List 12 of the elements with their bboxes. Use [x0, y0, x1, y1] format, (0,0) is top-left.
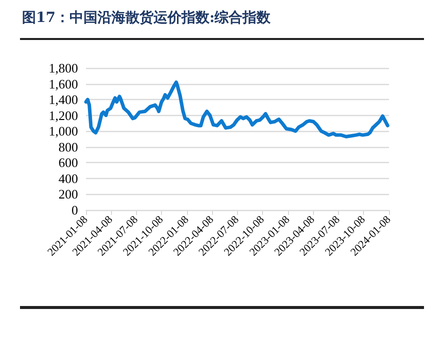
- y-tick-label: 0: [72, 202, 78, 218]
- chart-title: 图17：中国沿海散货运价指数:综合指数: [22, 9, 271, 27]
- y-tick-label: 400: [58, 170, 78, 186]
- y-tick-label: 1,200: [48, 108, 78, 123]
- y-tick-label: 1,800: [48, 60, 78, 76]
- y-tick-label: 1,600: [48, 76, 78, 92]
- y-tick-label: 1,400: [48, 92, 78, 108]
- y-tick-label: 600: [58, 155, 78, 170]
- y-tick-label: 1,000: [48, 124, 78, 139]
- y-tick-label: 200: [58, 186, 78, 202]
- line-series: [84, 80, 390, 138]
- y-tick-label: 800: [58, 139, 78, 154]
